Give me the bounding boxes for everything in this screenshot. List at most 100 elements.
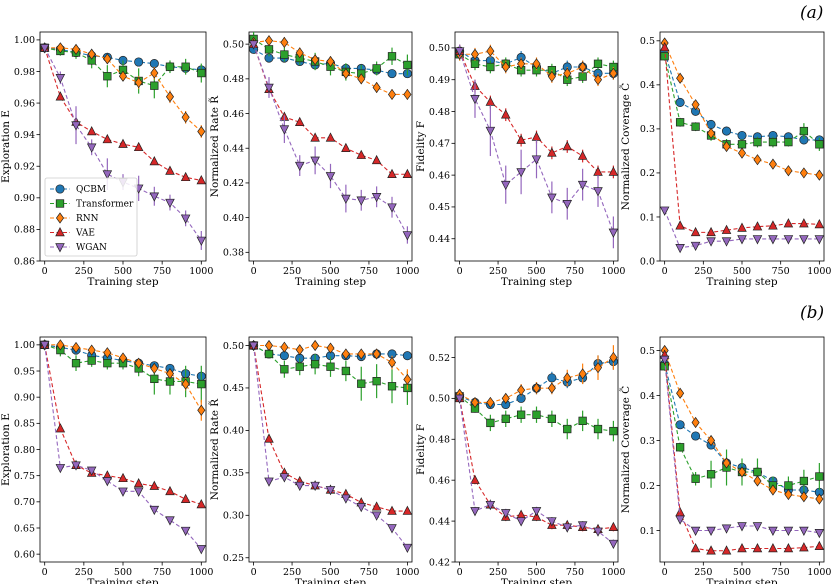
data-point-vae [55,423,66,433]
legend-entry-rnn: RNN [50,212,99,224]
data-point-wgan [814,235,824,245]
data-point-transformer [753,467,762,477]
data-point-rnn [532,382,541,394]
data-point-wgan [294,481,305,492]
y-tick-label: 0.44 [223,144,244,155]
x-tick-label: 0 [251,567,257,578]
data-point-rnn [768,158,777,170]
y-tick-label: 0.60 [14,549,35,560]
x-tick-label: 1000 [601,567,625,578]
x-tick-label: 250 [694,266,712,277]
data-point-transformer [675,118,685,127]
y-axis-label: Normalized Coverage C̃ [619,83,632,210]
data-point-rnn [547,70,556,83]
data-point-wgan [455,394,465,404]
data-point-vae [531,511,542,521]
data-point-wgan [310,156,320,166]
data-point-vae [133,141,144,152]
plots-group: 0 250 500 750 1000 0.86 0.88 0.90 0.92 0.94 0.96 0.… [0,31,831,584]
legend-entry-vae: VAE [50,227,95,239]
y-tick-label: 0.44 [429,234,450,245]
data-point-vae [516,134,526,144]
series-line-vae [253,345,408,512]
y-axis-label: Normalized Rate R̃ [208,398,221,500]
data-point-wgan [86,143,97,153]
data-point-transformer [516,410,526,419]
data-point-rnn [341,348,350,360]
series-line-wgan [664,359,820,534]
data-point-rnn [578,368,587,380]
data-point-vae [768,220,778,230]
data-point-vae [387,505,397,515]
data-point-vae [118,138,128,148]
data-point-transformer [593,59,603,68]
data-point-transformer [197,68,206,78]
series-line-wgan [459,50,614,233]
data-point-rnn [326,55,335,68]
data-point-transformer [372,377,381,386]
data-point-transformer [295,362,304,371]
data-point-wgan [660,206,670,216]
x-tick-label: 750 [566,266,584,277]
data-point-transformer [547,414,557,423]
axes-frame [39,336,207,563]
data-point-wgan [562,200,573,210]
data-point-vae [196,174,206,185]
data-point-wgan [40,341,50,351]
y-tick-label: 0.49 [429,75,450,86]
data-point-transformer [501,414,510,423]
plot-area [249,339,412,554]
data-point-transformer [578,72,587,81]
y-tick-label: 0.52 [429,353,450,364]
data-point-wgan [737,522,747,532]
data-point-qcbm [149,59,159,69]
series-line-rnn [664,350,820,500]
data-point-transformer [197,379,206,389]
data-point-wgan [371,193,382,203]
data-point-qcbm [721,126,732,136]
series-vae [455,44,618,179]
data-point-rnn [56,42,65,54]
subplot-b-3: 0 250 500 750 1000 0.1 0.2 0.3 0.4 0.5 Training st… [619,336,831,584]
data-point-wgan [706,237,716,247]
y-tick-label: 0.4 [640,391,655,402]
x-tick-label: 1000 [189,266,213,277]
data-point-wgan [341,194,351,205]
data-point-transformer [150,374,159,384]
data-point-transformer [357,379,366,388]
data-point-rnn [372,81,381,94]
data-point-transformer [660,52,669,61]
data-point-qcbm [134,57,144,67]
series-rnn [455,345,618,409]
data-point-rnn [71,43,81,55]
x-tick-label: 750 [360,266,378,277]
legend-label: WGAN [76,243,107,253]
data-point-rnn [815,169,824,181]
data-point-qcbm [675,97,685,108]
data-point-wgan [325,486,336,496]
data-point-wgan [577,180,588,191]
data-point-wgan [102,477,113,487]
series-line-qcbm [459,361,614,406]
data-point-wgan [690,241,701,252]
data-point-transformer [150,81,159,90]
data-point-wgan [371,511,382,521]
data-point-vae [814,218,824,229]
series-rnn [40,339,206,421]
y-tick-label: 0.40 [223,426,244,437]
y-tick-label: 0.46 [429,170,450,181]
data-point-transformer [264,45,274,54]
data-point-transformer [799,126,809,136]
data-point-wgan [196,236,206,246]
y-tick-label: 0.94 [14,130,35,141]
data-point-wgan [799,526,809,536]
data-point-vae [356,149,367,159]
data-point-vae [799,218,809,228]
data-point-transformer [815,140,824,149]
data-point-wgan [485,500,496,511]
data-point-wgan [577,521,588,531]
data-point-rnn [295,344,304,356]
plot-area [455,345,618,550]
data-point-wgan [547,517,557,527]
data-point-vae [149,480,160,490]
